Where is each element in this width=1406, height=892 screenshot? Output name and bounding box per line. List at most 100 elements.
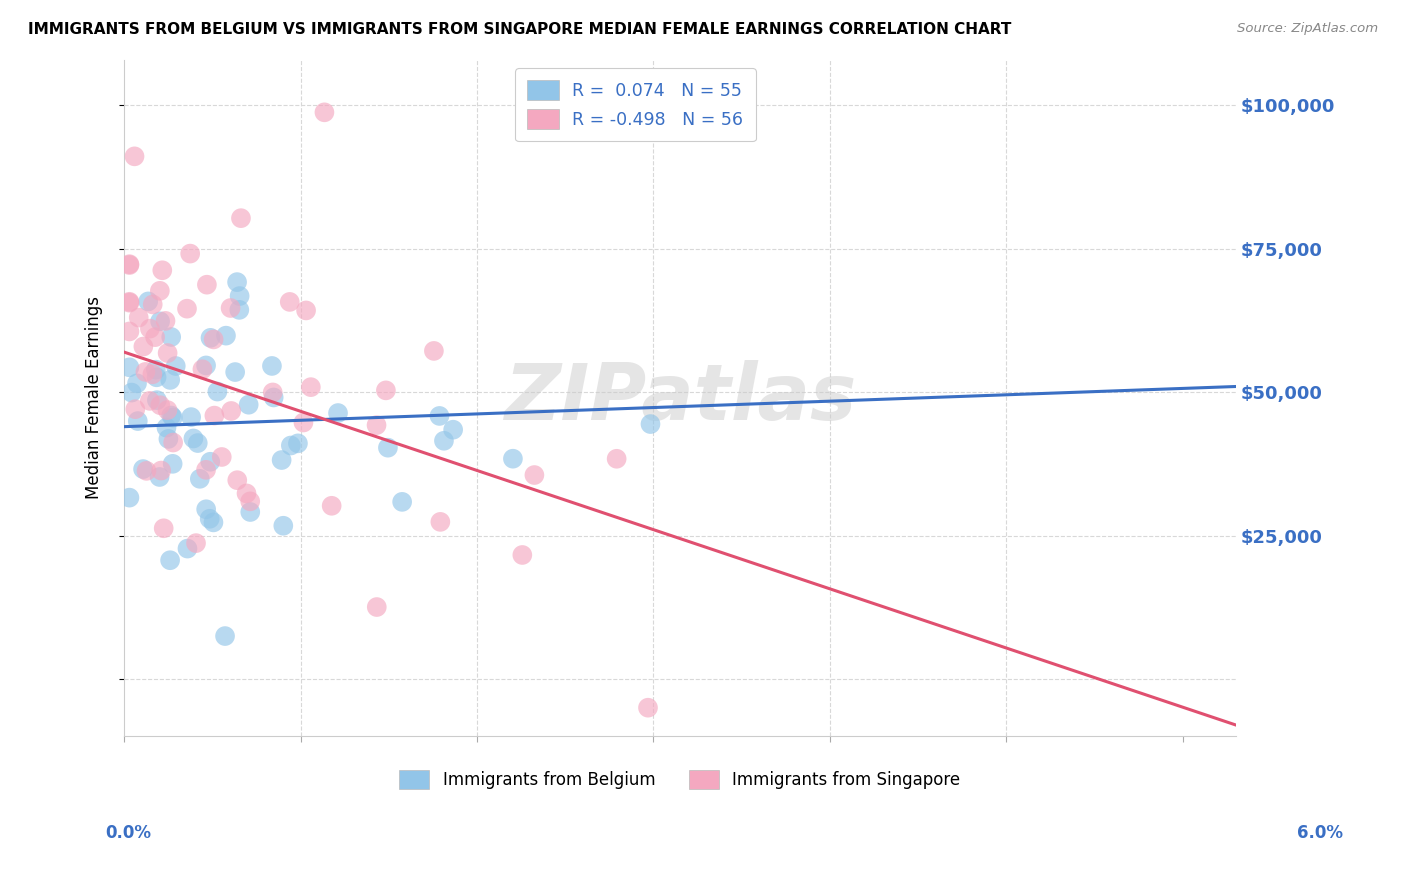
- Point: [226, 473, 249, 487]
- Text: 0.0%: 0.0%: [105, 824, 152, 842]
- Point: [637, 700, 659, 714]
- Text: Source: ZipAtlas.com: Source: ZipAtlas.com: [1237, 22, 1378, 36]
- Point: [149, 398, 172, 412]
- Point: [263, 391, 285, 405]
- Point: [146, 393, 169, 408]
- Point: [162, 457, 184, 471]
- Point: [202, 516, 225, 530]
- Point: [260, 359, 283, 373]
- Point: [219, 404, 242, 418]
- Point: [180, 410, 202, 425]
- Point: [159, 373, 181, 387]
- Point: [429, 515, 451, 529]
- Point: [326, 406, 349, 420]
- Point: [366, 418, 388, 433]
- Point: [157, 432, 180, 446]
- Point: [128, 310, 150, 325]
- Point: [145, 370, 167, 384]
- Point: [640, 417, 662, 431]
- Point: [183, 432, 205, 446]
- Point: [321, 499, 343, 513]
- Point: [270, 453, 292, 467]
- Point: [280, 438, 302, 452]
- Point: [224, 365, 246, 379]
- Point: [229, 211, 252, 226]
- Point: [219, 301, 242, 315]
- Point: [239, 505, 262, 519]
- Point: [162, 410, 184, 425]
- Point: [160, 330, 183, 344]
- Point: [118, 258, 141, 272]
- Point: [239, 494, 262, 508]
- Point: [510, 548, 533, 562]
- Point: [139, 393, 162, 408]
- Point: [211, 450, 233, 464]
- Point: [176, 541, 198, 556]
- Point: [433, 434, 456, 448]
- Point: [148, 470, 170, 484]
- Point: [195, 463, 218, 477]
- Point: [195, 502, 218, 516]
- Point: [156, 346, 179, 360]
- Point: [145, 362, 167, 376]
- Point: [184, 536, 207, 550]
- Point: [195, 359, 218, 373]
- Point: [215, 328, 238, 343]
- Point: [118, 360, 141, 375]
- Point: [159, 553, 181, 567]
- Point: [187, 436, 209, 450]
- Point: [441, 423, 464, 437]
- Point: [152, 521, 174, 535]
- Point: [271, 518, 294, 533]
- Point: [150, 263, 173, 277]
- Point: [295, 303, 318, 318]
- Point: [132, 339, 155, 353]
- Point: [198, 512, 221, 526]
- Point: [377, 441, 399, 455]
- Text: IMMIGRANTS FROM BELGIUM VS IMMIGRANTS FROM SINGAPORE MEDIAN FEMALE EARNINGS CORR: IMMIGRANTS FROM BELGIUM VS IMMIGRANTS FR…: [28, 22, 1011, 37]
- Y-axis label: Median Female Earnings: Median Female Earnings: [86, 296, 103, 500]
- Point: [202, 333, 225, 347]
- Point: [374, 384, 396, 398]
- Point: [502, 451, 524, 466]
- Point: [160, 409, 183, 423]
- Text: ZIPatlas: ZIPatlas: [503, 360, 856, 436]
- Point: [135, 464, 157, 478]
- Point: [149, 314, 172, 328]
- Point: [179, 246, 201, 260]
- Point: [238, 398, 260, 412]
- Point: [125, 376, 148, 391]
- Point: [366, 600, 388, 615]
- Point: [124, 402, 146, 417]
- Point: [127, 414, 149, 428]
- Point: [287, 436, 309, 450]
- Point: [262, 385, 284, 400]
- Point: [176, 301, 198, 316]
- Point: [200, 331, 222, 345]
- Point: [118, 295, 141, 310]
- Point: [235, 486, 257, 500]
- Point: [202, 409, 225, 423]
- Point: [195, 277, 218, 292]
- Point: [228, 302, 250, 317]
- Point: [423, 343, 446, 358]
- Point: [118, 294, 141, 309]
- Point: [278, 294, 301, 309]
- Point: [149, 284, 172, 298]
- Point: [132, 462, 155, 476]
- Point: [139, 321, 162, 335]
- Point: [214, 629, 236, 643]
- Point: [299, 380, 322, 394]
- Point: [155, 314, 177, 328]
- Point: [292, 416, 315, 430]
- Point: [118, 257, 141, 271]
- Point: [207, 384, 229, 399]
- Point: [121, 385, 143, 400]
- Point: [136, 294, 159, 309]
- Point: [191, 362, 214, 376]
- Point: [150, 464, 173, 478]
- Point: [200, 455, 222, 469]
- Point: [142, 297, 165, 311]
- Point: [523, 468, 546, 483]
- Point: [606, 451, 628, 466]
